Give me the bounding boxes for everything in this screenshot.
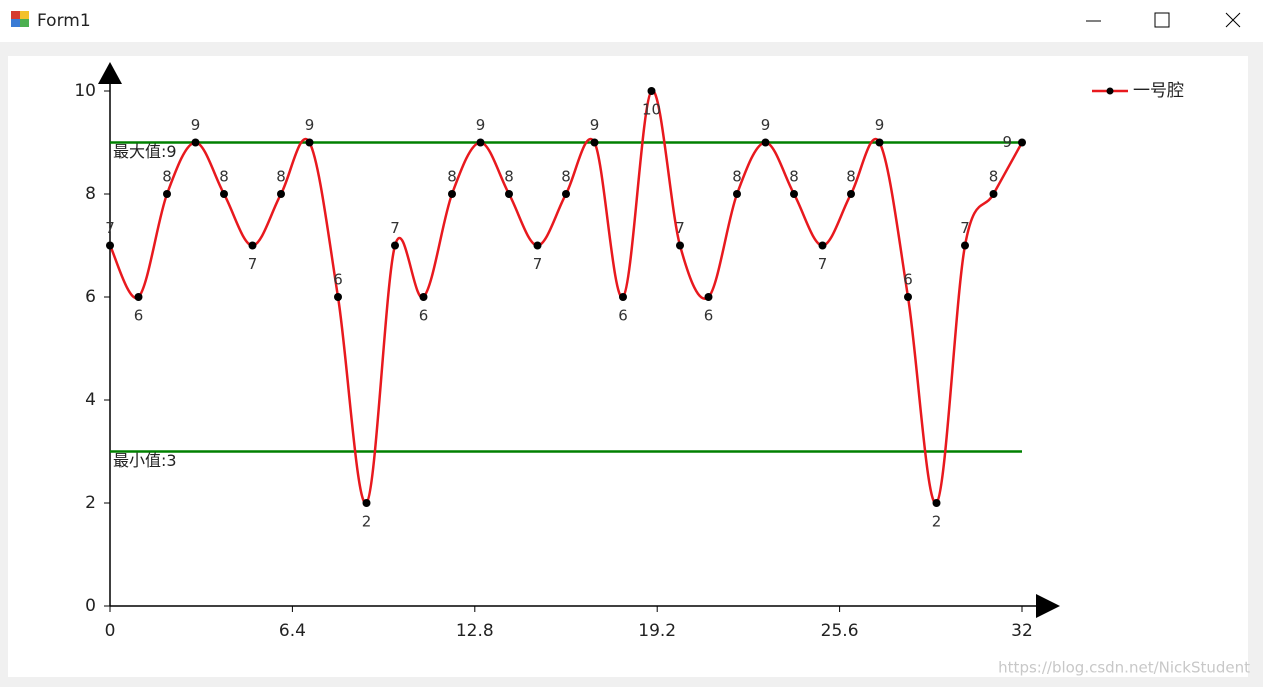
data-label: 8: [561, 168, 571, 186]
watermark: https://blog.csdn.net/NickStudent: [998, 659, 1250, 677]
data-point: [932, 499, 941, 507]
chart-panel: [8, 56, 1248, 677]
data-point: [220, 190, 228, 198]
data-point: [647, 87, 656, 95]
data-point: [989, 190, 998, 198]
data-label: 6: [333, 271, 343, 289]
title-bar: [0, 0, 1263, 42]
data-point: [1018, 138, 1026, 147]
data-point: [818, 241, 827, 250]
data-point: [619, 293, 627, 301]
data-label: 8: [789, 168, 799, 186]
data-point: [704, 293, 713, 301]
data-label: 7: [533, 255, 543, 273]
data-point: [191, 138, 200, 147]
data-label: 8: [276, 168, 286, 186]
data-point: [334, 293, 342, 301]
data-label: 9: [590, 116, 600, 134]
data-point: [305, 138, 314, 147]
data-label: 9: [1002, 133, 1012, 151]
data-label: 2: [932, 513, 942, 531]
x-tick-label: 0: [105, 621, 116, 641]
data-label: 8: [219, 168, 229, 186]
y-tick-label: 4: [85, 390, 96, 410]
data-point: [448, 190, 456, 198]
data-label: 10: [642, 101, 661, 119]
data-point: [533, 241, 542, 250]
data-label: 9: [875, 116, 885, 134]
x-tick-label: 32: [1011, 621, 1033, 641]
data-label: 8: [732, 168, 742, 186]
data-point: [761, 138, 770, 147]
data-label: 9: [305, 116, 315, 134]
x-tick-label: 19.2: [638, 621, 676, 641]
app-icon: [11, 11, 29, 27]
data-label: 6: [134, 307, 144, 325]
data-label: 9: [761, 116, 771, 134]
data-point: [362, 499, 371, 507]
data-label: 6: [419, 307, 429, 325]
data-label: 6: [618, 307, 628, 325]
data-point: [875, 138, 884, 147]
data-label: 8: [989, 168, 999, 186]
close-button[interactable]: [1225, 12, 1241, 28]
data-label: 7: [105, 219, 115, 237]
data-label: 6: [903, 271, 913, 289]
reference-label: 最大值:9: [113, 142, 177, 161]
maximize-button[interactable]: [1154, 12, 1170, 28]
data-point: [562, 190, 570, 198]
data-label: 2: [362, 513, 372, 531]
data-point: [476, 138, 485, 147]
data-point: [790, 190, 798, 198]
data-point: [163, 190, 171, 198]
data-label: 7: [960, 219, 970, 237]
data-point: [590, 138, 599, 147]
y-tick-label: 2: [85, 493, 96, 513]
x-tick-label: 6.4: [279, 621, 306, 641]
data-point: [904, 293, 912, 301]
data-label: 6: [704, 307, 714, 325]
data-point: [961, 241, 969, 250]
data-point: [419, 293, 428, 301]
data-label: 7: [818, 255, 828, 273]
data-label: 9: [191, 116, 201, 134]
legend-marker: [1106, 87, 1114, 95]
y-tick-label: 6: [85, 287, 96, 307]
data-label: 7: [390, 219, 400, 237]
data-label: 8: [447, 168, 457, 186]
reference-label: 最小值:3: [113, 451, 177, 470]
legend-label: 一号腔: [1133, 81, 1184, 101]
y-tick-label: 8: [85, 184, 96, 204]
x-axis-arrow: [1036, 594, 1060, 618]
data-point: [676, 241, 684, 250]
data-point: [505, 190, 513, 198]
y-axis-arrow: [98, 62, 122, 84]
y-tick-label: 10: [74, 81, 96, 101]
data-label: 8: [846, 168, 856, 186]
x-tick-label: 25.6: [821, 621, 859, 641]
data-label: 8: [504, 168, 514, 186]
data-label: 9: [476, 116, 486, 134]
x-tick-label: 12.8: [456, 621, 494, 641]
data-label: 8: [162, 168, 172, 186]
data-point: [248, 241, 257, 250]
data-label: 7: [675, 219, 685, 237]
data-point: [391, 241, 399, 250]
series-line: [108, 89, 1024, 505]
y-tick-label: 0: [85, 596, 96, 616]
window-title: Form1: [37, 11, 91, 31]
data-point: [134, 293, 143, 301]
data-label: 7: [248, 255, 258, 273]
data-point: [277, 190, 285, 198]
data-point: [106, 241, 114, 250]
data-point: [847, 190, 855, 198]
data-point: [733, 190, 741, 198]
